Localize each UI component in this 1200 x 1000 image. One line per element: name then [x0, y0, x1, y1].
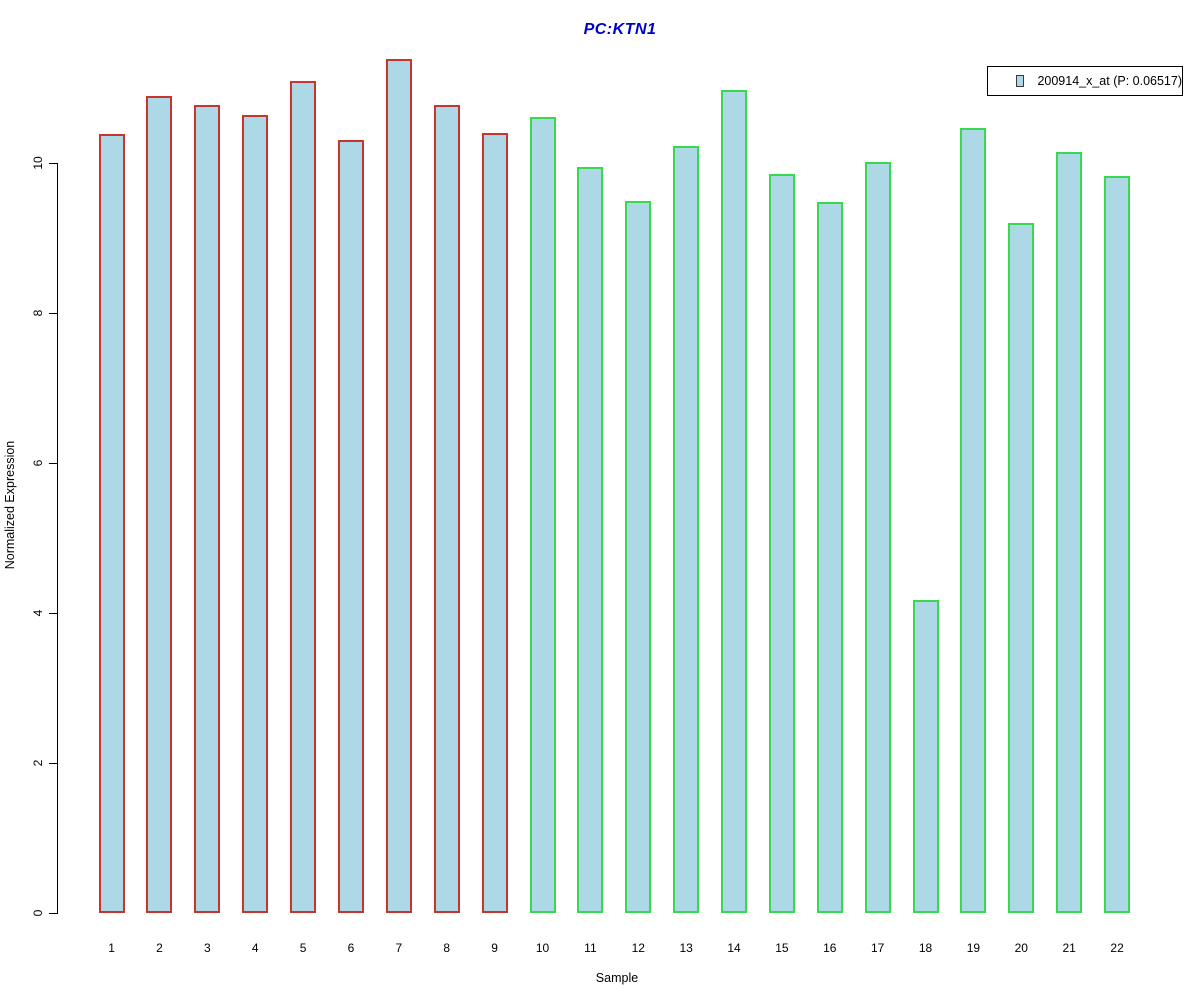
x-tick-label: 14: [727, 941, 741, 955]
x-tick-label: 19: [966, 941, 981, 955]
y-tick-label: 6: [31, 459, 45, 467]
x-tick-label: 6: [347, 941, 355, 955]
x-tick-label: 18: [918, 941, 933, 955]
bar-sample-13: [673, 145, 700, 913]
x-tick-label: 1: [108, 941, 115, 955]
bar-sample-21: [1056, 151, 1083, 913]
x-tick-label: 21: [1062, 941, 1076, 955]
bar-sample-14: [721, 90, 748, 913]
bar-sample-8: [433, 105, 460, 913]
y-tick-mark: [49, 612, 57, 614]
x-tick-label: 2: [156, 941, 163, 955]
y-tick-mark: [49, 762, 57, 764]
bar-sample-5: [290, 81, 317, 913]
x-tick-label: 22: [1110, 941, 1124, 955]
bar-sample-11: [577, 166, 604, 913]
bar-sample-7: [385, 58, 412, 913]
x-tick-label: 5: [299, 941, 307, 955]
bar-sample-6: [338, 139, 364, 913]
x-tick-label: 3: [204, 941, 211, 955]
bar-sample-1: [98, 133, 125, 913]
y-tick-label: 0: [31, 909, 45, 917]
bar-sample-16: [816, 202, 843, 913]
x-tick-label: 13: [679, 941, 693, 955]
x-tick-label: 11: [584, 941, 597, 955]
bar-sample-22: [1104, 175, 1131, 913]
x-tick-label: 16: [823, 941, 837, 955]
bar-sample-4: [242, 115, 269, 913]
bar-sample-9: [481, 133, 508, 913]
x-tick-label: 4: [251, 941, 259, 955]
bar-sample-17: [864, 162, 891, 913]
y-tick-label: 8: [31, 309, 45, 317]
y-tick-label: 10: [31, 156, 45, 170]
x-tick-label: 20: [1014, 941, 1028, 955]
y-tick-label: 2: [31, 759, 45, 767]
legend-label: 200914_x_at (P: 0.06517): [1037, 74, 1182, 88]
bar-sample-2: [146, 96, 173, 913]
x-tick-label: 7: [395, 941, 403, 955]
bar-sample-18: [912, 599, 939, 913]
bar-sample-3: [194, 105, 221, 913]
x-tick-label: 15: [775, 941, 789, 955]
bar-sample-12: [625, 201, 652, 913]
x-tick-label: 12: [631, 941, 645, 955]
legend-swatch-icon: [1016, 75, 1025, 87]
y-axis-label: Normalized Expression: [3, 440, 17, 570]
y-tick-label: 4: [31, 609, 45, 617]
bar-sample-20: [1008, 223, 1035, 913]
chart-title: PC:KTN1: [583, 21, 657, 38]
bar-sample-10: [529, 117, 556, 913]
x-axis-label: Sample: [595, 971, 639, 985]
bar-sample-19: [960, 127, 987, 913]
x-tick-label: 8: [443, 941, 451, 955]
y-tick-mark: [49, 312, 57, 314]
x-tick-label: 10: [535, 941, 550, 955]
y-tick-mark: [49, 462, 57, 464]
legend: 200914_x_at (P: 0.06517): [987, 66, 1183, 96]
y-axis-line: [57, 163, 58, 914]
y-tick-mark: [49, 162, 57, 164]
bar-sample-15: [768, 174, 795, 913]
x-tick-label: 9: [491, 941, 498, 955]
y-tick-mark: [49, 912, 57, 914]
x-tick-label: 17: [870, 941, 885, 955]
